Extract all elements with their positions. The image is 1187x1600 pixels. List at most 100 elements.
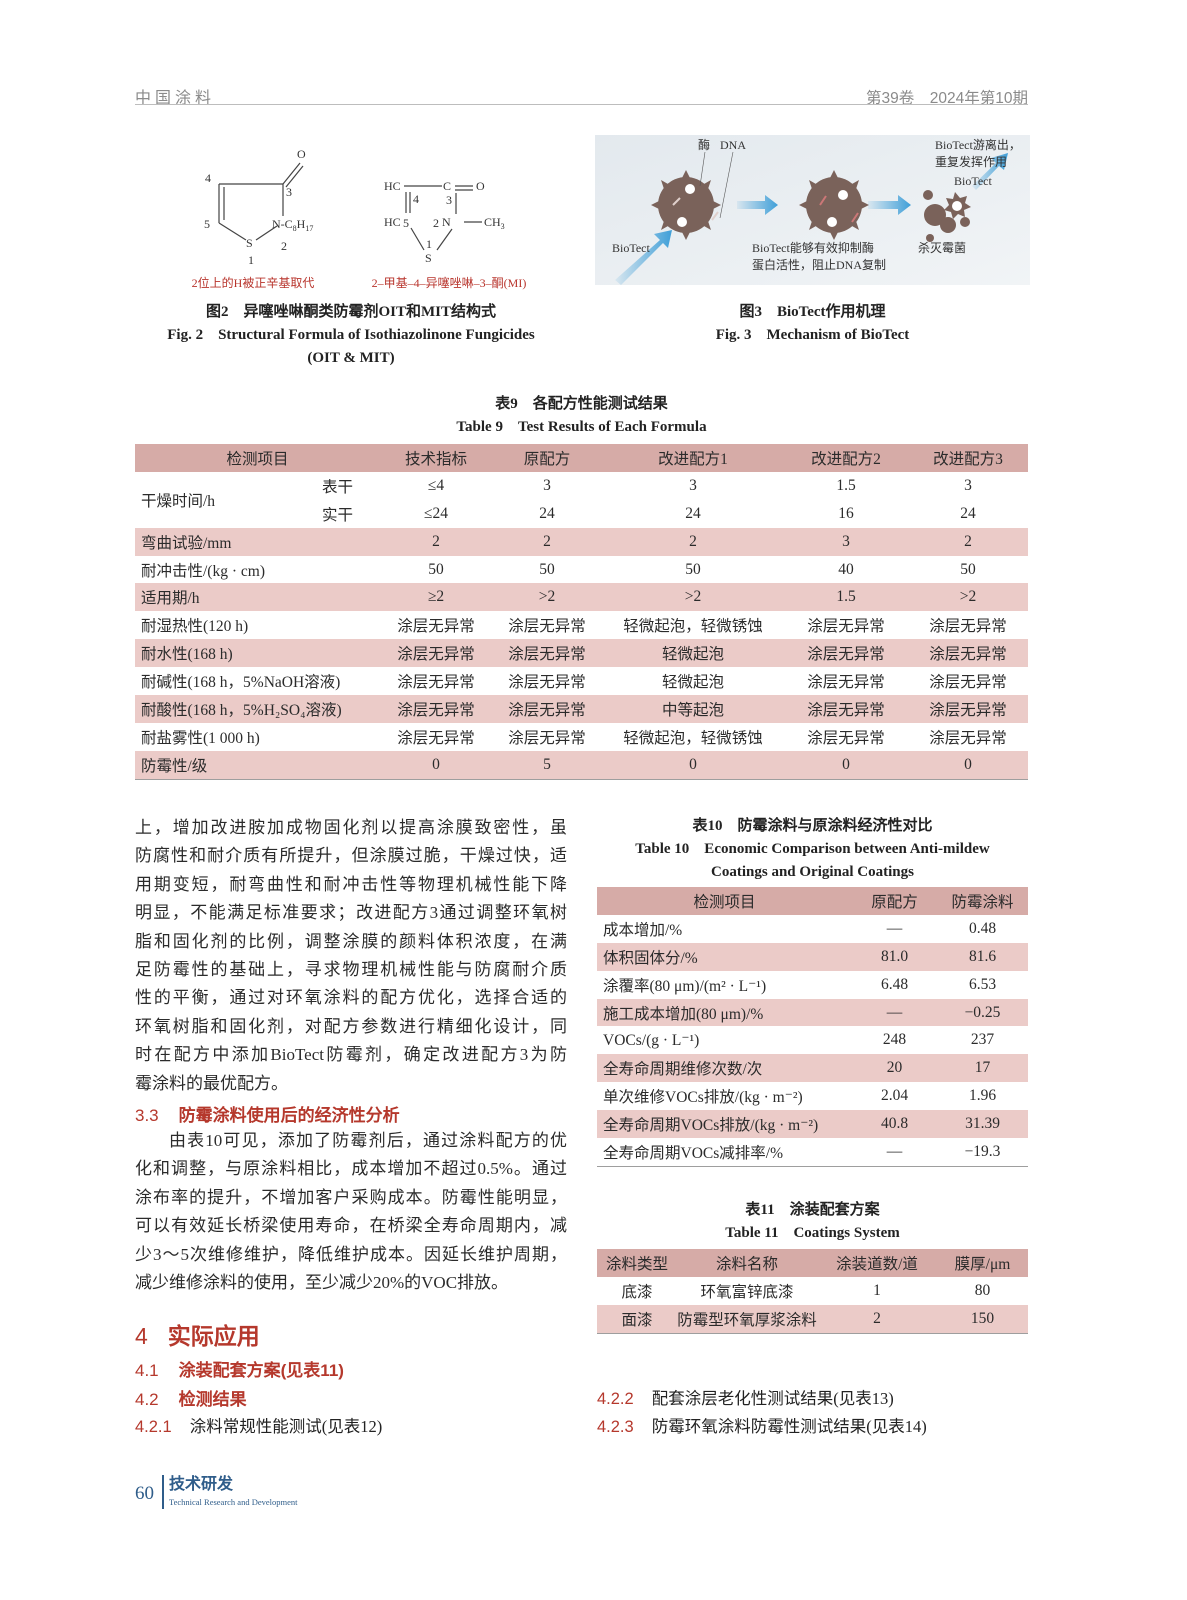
text-line: 时在配方中添加BioTect防霉剂，确定改进配方3为防: [135, 1045, 567, 1065]
figure2-caption-en: Fig. 2 Structural Formula of Isothiazoli…: [167, 327, 535, 343]
figure3-caption-en: Fig. 3 Mechanism of BioTect: [715, 327, 910, 343]
header-rule: [135, 104, 1028, 105]
table-cell: 涂层无异常: [397, 618, 475, 636]
table-row: 实干 ≤24 24 24 16 24: [135, 500, 1028, 528]
row-label: 施工成本增加(80 μm)/%: [603, 1005, 764, 1023]
text-line: 用期变短，耐弯曲性和耐冲击性等物理机械性能下降: [135, 874, 567, 894]
table-cell: 涂层无异常: [929, 618, 1007, 636]
table-cell: >2: [959, 588, 977, 606]
table-row: 适用期/h ≥2 >2 >2 1.5 >2: [135, 583, 1028, 612]
table-cell: 3: [689, 476, 697, 494]
table-cell: 6.48: [880, 975, 909, 993]
table-cell: 涂层无异常: [508, 674, 586, 692]
table-cell: 1.5: [836, 476, 856, 494]
table10-title-en-2: Coatings and Original Coatings: [711, 864, 914, 880]
table-cell: 1.5: [836, 588, 856, 606]
table-cell: >2: [684, 588, 702, 606]
table-cell: 237: [970, 1031, 995, 1049]
mit-pos-4: 4: [413, 192, 419, 206]
row-label: VOCs/(g · L⁻¹): [603, 1031, 700, 1049]
table-cell: 涂层无异常: [397, 674, 475, 692]
table-cell: 涂层无异常: [807, 618, 885, 636]
text-line: 足防霉性的基础上，寻求物理机械性能与防腐耐介质: [135, 959, 567, 979]
section-4-2-3-heading: 4.2.3 防霉环氧涂料防霉性测试结果(见表14): [597, 1417, 927, 1436]
text-line: 减少维修涂料的使用，至少减少20%的VOC排放。: [135, 1272, 509, 1292]
table-cell: 涂层无异常: [807, 701, 885, 719]
row-label: 耐盐雾性(1 000 h): [141, 729, 260, 747]
table9-header-cell: 改进配方2: [811, 450, 881, 468]
row-label: 成本增加/%: [603, 921, 683, 939]
table10: 检测项目 原配方 防霉涂料 成本增加/% — 0.48 体积固体分/% 81.0 81.6 涂覆…: [597, 887, 1028, 1167]
row-label: 防霉性/级: [141, 757, 208, 775]
table-cell: 40.8: [880, 1115, 909, 1133]
section-4-2-2-heading: 4.2.2 配套涂层老化性测试结果(见表13): [597, 1389, 894, 1408]
table-cell: 涂层无异常: [508, 701, 586, 719]
row-sublabel: 实干: [321, 506, 353, 524]
table9-header-cell: 技术指标: [404, 450, 467, 468]
arrow-step2-icon: [868, 195, 911, 215]
enzyme-label: 酶: [698, 137, 710, 152]
table-cell: 涂层无异常: [397, 701, 475, 719]
figure2-caption-cn: 图2 异噻唑啉酮类防霉剂OIT和MIT结构式: [205, 304, 496, 320]
table11-header-cell: 涂装道数/道: [836, 1255, 918, 1273]
mit-sulfur: S: [425, 251, 432, 265]
table9-title-en: Table 9 Test Results of Each Formula: [456, 419, 707, 435]
text-line: 由表10可见，添加了防霉剂后，通过涂料配方的优: [169, 1131, 567, 1150]
table-row: 全寿命周期VOCs排放/(kg · m⁻²) 40.8 31.39: [597, 1110, 1028, 1139]
table10-header-cell: 检测项目: [693, 893, 756, 911]
table-cell: ≤24: [423, 504, 448, 522]
table10-title: 表10 防霉涂料与原涂料经济性对比 Table 10 Economic Comp…: [597, 815, 1028, 884]
row-label: 单次维修VOCs排放/(kg · m⁻²): [603, 1089, 803, 1107]
journal-name: 中国涂料: [135, 90, 216, 107]
table-cell: —: [886, 919, 903, 937]
text-line: 明显，不能满足标准要求；改进配方3通过调整环氧树: [135, 903, 567, 923]
table-cell: 涂层无异常: [508, 618, 586, 636]
table-cell: 2: [432, 532, 440, 550]
mit-pos-3: 3: [446, 193, 452, 207]
table-row: 耐碱性(168 h，5%NaOH溶液) 涂层无异常 涂层无异常 轻微起泡 涂层无异常 涂层…: [135, 667, 1028, 695]
mold-cell-inhibited-icon: [799, 170, 869, 240]
table-cell: 17: [974, 1059, 991, 1077]
text-line: 化和调整，与原涂料相比，成本增加不超过0.5%。通过: [135, 1159, 567, 1179]
figure2-caption-en-2: (OIT & MIT): [307, 350, 395, 366]
table-cell: 3: [842, 532, 850, 550]
table-cell: 50: [685, 560, 701, 578]
table-row: 弯曲试验/mm 2 2 2 3 2: [135, 527, 1028, 556]
row-label: 耐碱性(168 h，5%NaOH溶液): [141, 674, 341, 692]
table-row: 全寿命周期VOCs减排率/% — −19.3: [597, 1138, 1028, 1166]
table-row: 体积固体分/% 81.0 81.6: [597, 942, 1028, 971]
row-label: 弯曲试验/mm: [141, 534, 232, 552]
mit-label: 2–甲基–4–异噻唑啉–3–酮(MI): [372, 275, 527, 290]
table-cell: 涂层无异常: [807, 646, 885, 664]
table-cell: 涂层无异常: [807, 674, 885, 692]
table-row: 底漆 环氧富锌底漆 1 80: [597, 1277, 1028, 1305]
table-cell: 81.0: [880, 947, 909, 965]
row-label: 全寿命周期VOCs减排率/%: [603, 1144, 783, 1162]
table-cell: 24: [960, 504, 976, 522]
mold-cell-icon: [651, 170, 721, 240]
table-row: 面漆 防霉型环氧厚浆涂料 2 150: [597, 1304, 1028, 1334]
table11-title-en: Table 11 Coatings System: [725, 1225, 900, 1241]
table-cell: 0: [689, 755, 697, 773]
table-cell: 涂层无异常: [929, 729, 1007, 747]
table9-title-cn: 表9 各配方性能测试结果: [495, 396, 668, 412]
row-label: 适用期/h: [141, 590, 200, 608]
mit-carbon: C: [443, 179, 451, 193]
text-line: 涂布率的提升，不增加客户采购成本。防霉性能明显，: [135, 1187, 567, 1207]
figure2-caption: 图2 异噻唑啉酮类防霉剂OIT和MIT结构式 Fig. 2 Structural…: [135, 301, 567, 370]
table-cell: 底漆: [621, 1283, 653, 1301]
table-cell: 2: [543, 532, 551, 550]
mit-pos-1: 1: [426, 237, 432, 251]
table-row: 耐酸性(168 h，5%H₂SO₄溶液) 涂层无异常 涂层无异常 中等起泡 涂层无异常 涂…: [135, 695, 1028, 723]
table11-header-cell: 涂料类型: [605, 1255, 668, 1273]
table11: 涂料类型 涂料名称 涂装道数/道 膜厚/μm 底漆 环氧富锌底漆 1 80 面漆 防霉型环氧厚浆…: [597, 1249, 1028, 1334]
text-line: 环氧树脂和固化剂，对配方参数进行精细化设计，同: [135, 1016, 567, 1036]
row-sublabel: 表干: [321, 478, 353, 496]
table-cell: 涂层无异常: [397, 729, 475, 747]
dna-label: DNA: [720, 138, 746, 152]
table-cell: 涂层无异常: [807, 729, 885, 747]
table-cell: 中等起泡: [661, 701, 724, 719]
table10-title-en: Table 10 Economic Comparison between Ant…: [635, 841, 990, 857]
arrow-biotect-out-icon: [972, 153, 1008, 190]
biotect-out-label: BioTect: [954, 174, 992, 188]
